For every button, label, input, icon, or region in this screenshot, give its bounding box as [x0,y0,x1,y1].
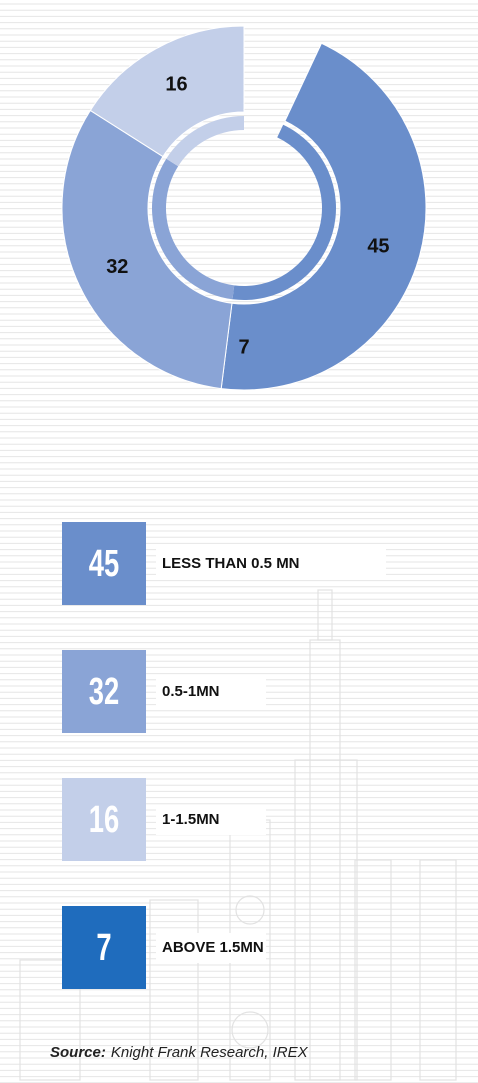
legend-label: ABOVE 1.5MN [162,939,264,956]
legend-swatch [62,778,146,861]
skyline [19,589,457,1081]
legend-swatch [62,650,146,733]
donut-slice [89,25,245,158]
legend-label-bg [156,677,266,707]
donut-slice [220,42,427,391]
legend: 45 LESS THAN 0.5 MN 32 0.5-1MN 16 1-1.5MN 7 ABO… [62,522,386,989]
legend-label: 1-1.5MN [162,811,220,828]
legend-label-bg [156,933,266,963]
source-label: Source: [50,1044,106,1061]
legend-swatch [62,906,146,989]
source: Source: Knight Frank Research, IREX [50,1044,309,1061]
legend-value: 32 [89,671,119,713]
legend-label-bg [156,805,266,835]
legend-label: 0.5-1MN [162,683,220,700]
slice-label: 16 [165,74,187,96]
inner-ring-slice [166,116,244,167]
donut: 45 32 16 7 [61,25,427,391]
legend-label-bg [156,549,386,579]
legend-value: 45 [89,543,119,585]
legend-value: 7 [96,927,111,969]
donut-slice [61,109,233,390]
inner-ring-slice [232,124,337,301]
legend-value: 16 [89,799,119,841]
legend-swatch [62,522,146,605]
slice-label: 32 [106,256,128,278]
legend-label: LESS THAN 0.5 MN [162,555,300,572]
inner-ring-slice [151,158,235,300]
slice-label: 45 [367,235,389,257]
source-text: Knight Frank Research, IREX [111,1044,309,1061]
slice-label: 7 [238,336,249,358]
